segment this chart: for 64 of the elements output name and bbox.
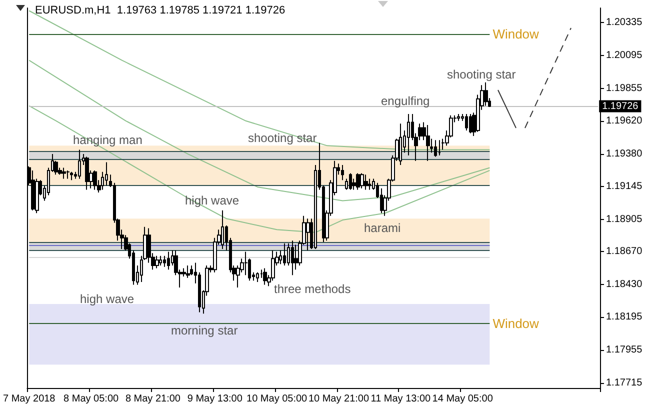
ref-line-label: Window [492,316,540,331]
candlestick [356,172,360,190]
candlestick [360,172,364,189]
annotation: shooting star [447,67,516,82]
x-tick-label: 8 May 21:00 [125,394,181,404]
candlestick [368,178,371,190]
annotation: morning star [171,323,238,338]
candlestick [93,170,97,190]
y-tick-label: 1.20095 [606,50,643,61]
candlestick [163,255,166,268]
annotation: harami [364,221,401,236]
x-tick-label: 10 May 21:00 [308,394,370,404]
candlestick [399,123,402,166]
y-tick-label: 1.18430 [606,279,643,290]
candlestick [66,170,70,180]
chart-title: EURUSD.m,H1 1.19763 1.19785 1.19721 1.19726 [35,4,286,16]
x-tick-label: 7 May 2018 [2,394,56,404]
annotation: high wave [80,292,134,306]
x-tick-label: 9 May 13:00 [187,394,243,404]
x-tick-label: 10 May 05:00 [246,394,308,404]
y-tick-label: 1.18905 [606,214,643,225]
candlestick [159,255,162,266]
y-tick-label: 1.17715 [606,378,643,389]
candlestick [426,124,430,162]
annotation: three methods [274,282,351,296]
candlestick [306,218,310,251]
candlestick [31,170,35,211]
annotation: engulfing [381,94,430,108]
y-tick-label: 1.18670 [606,246,643,258]
candlestick [457,114,460,122]
candlestick [484,82,488,106]
candlestick [186,264,190,278]
candlestick [341,164,344,181]
y-tick-label: 1.19145 [606,180,643,192]
candlestick [62,167,66,180]
y-tick-label: 1.18195 [606,312,643,323]
candlestick [78,149,81,180]
candlestick [263,268,267,286]
x-tick-label: 14 May 05:00 [432,394,494,404]
y-tick-label: 1.17955 [606,344,643,356]
candlestick [465,114,468,132]
candlestick [155,255,159,269]
y-tick-label: 1.19855 [606,83,643,94]
candlestick [85,156,89,190]
candlestick [283,242,286,266]
x-tick-label: 8 May 05:00 [64,394,119,404]
ref-line-label: Window [492,26,540,42]
candlestick [291,240,294,276]
ref-line-label: 1.19726 [602,100,639,112]
candlestick [434,140,437,158]
candlestick [167,251,170,270]
candlestick [364,174,368,190]
candlestick [221,210,224,250]
candlestick [105,162,108,186]
candlestick [349,172,352,190]
candlestick [469,114,472,134]
candlestick [70,171,73,181]
y-tick-label: 1.19620 [606,115,643,126]
candlestick [407,114,410,156]
y-tick-label: 1.19380 [606,148,643,160]
candlestick [438,140,441,156]
candlestick [256,272,259,282]
x-tick-label: 11 May 13:00 [370,394,432,404]
y-tick-label: 1.20335 [606,16,643,28]
